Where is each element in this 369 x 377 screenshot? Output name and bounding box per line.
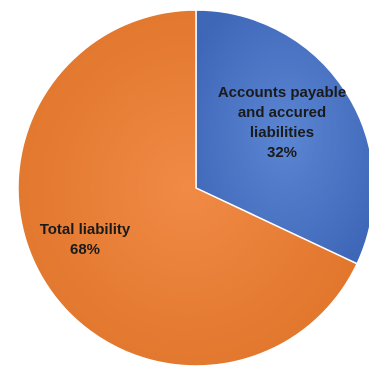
pie-slice-1: [17, 9, 359, 367]
pie-slices: [17, 9, 369, 367]
slice-category-label-1-0: Total liability: [40, 221, 131, 238]
slice-category-label-0-1: and accured: [238, 104, 326, 121]
slice-category-label-0-2: liabilities: [250, 124, 314, 141]
pie-labels: Accounts payable and accured liabilities 32…: [40, 84, 346, 258]
pie-slice-0: [195, 9, 369, 265]
slice-category-label-0-0: Accounts payable: [218, 84, 346, 101]
slice-value-label-1: 68%: [70, 241, 100, 258]
slice-value-label-0: 32%: [267, 144, 297, 161]
